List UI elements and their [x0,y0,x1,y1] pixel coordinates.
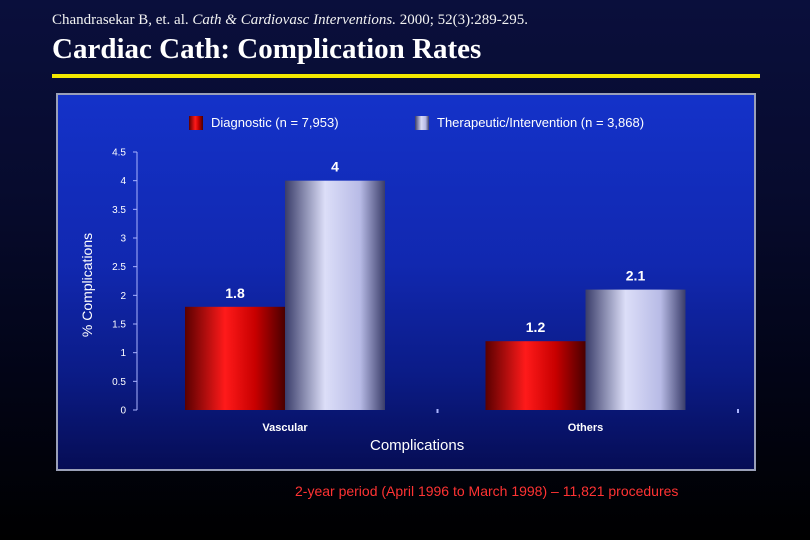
y-tick-label: 2 [120,291,126,302]
bar-therapeutic-vascular [285,180,385,410]
y-tick-label: 2.5 [112,262,126,273]
title-rule [52,74,760,78]
x-axis-title: Complications [370,437,465,454]
legend-label-therapeutic: Therapeutic/Intervention (n = 3,868) [437,115,645,130]
bar-therapeutic-others [585,289,686,410]
y-axis-title: % Complications [79,232,95,338]
legend-item-therapeutic: Therapeutic/Intervention (n = 3,868) [415,115,644,130]
y-tick-label: 1.5 [112,320,126,331]
citation-authors: Chandrasekar B, et. al. [52,12,189,28]
y-tick-label: 3 [120,234,126,245]
x-category-label: Vascular [262,422,308,434]
citation-journal: Cath & Cardiovasc Interventions. [192,12,396,28]
data-label-diagnostic-vascular: 1.8 [225,285,245,301]
y-tick-label: 1 [120,348,126,359]
y-tick-label: 4 [120,176,126,187]
footnote: 2-year period (April 1996 to March 1998)… [295,483,679,499]
slide-title: Cardiac Cath: Complication Rates [52,33,482,65]
data-label-therapeutic-vascular: 4 [331,159,339,175]
y-tick-label: 3.5 [112,205,126,216]
legend-swatch-diagnostic [189,115,203,130]
data-label-therapeutic-others: 2.1 [626,268,646,284]
data-label-diagnostic-others: 1.2 [526,319,546,335]
bar-diagnostic-others [485,341,586,410]
citation-details: 2000; 52(3):289-295. [399,12,529,28]
y-tick-label: 0 [120,406,126,417]
y-tick-label: 4.5 [112,148,126,159]
y-tick-label: 0.5 [112,377,126,388]
citation: Chandrasekar B, et. al. Cath & Cardiovas… [52,12,528,29]
x-category-label: Others [568,422,603,434]
legend-item-diagnostic: Diagnostic (n = 7,953) [189,115,339,130]
bar-diagnostic-vascular [185,306,285,410]
legend-swatch-therapeutic [415,115,429,130]
legend-label-diagnostic: Diagnostic (n = 7,953) [211,115,339,130]
